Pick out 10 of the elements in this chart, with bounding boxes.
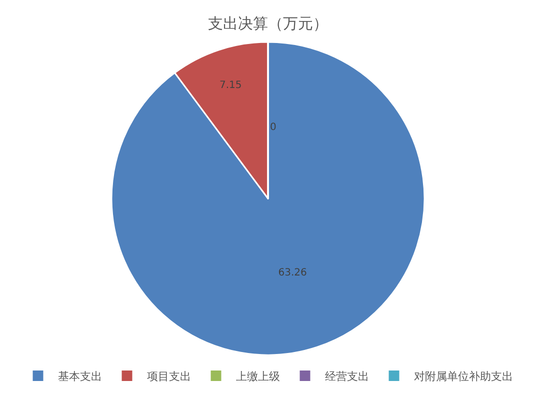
pie-slice: [110, 41, 426, 356]
data-label: 63.26: [278, 267, 307, 278]
legend-label: 基本支出: [58, 370, 102, 384]
legend-label: 项目支出: [147, 370, 191, 384]
legend-label: 上缴上级: [236, 370, 280, 384]
legend-label: 经营支出: [325, 370, 369, 384]
data-label: 7.15: [220, 80, 242, 91]
legend-label: 对附属单位补助支出: [414, 370, 513, 384]
text: 0: [270, 122, 276, 133]
chart-title: 支出决算（万元）: [208, 14, 328, 33]
